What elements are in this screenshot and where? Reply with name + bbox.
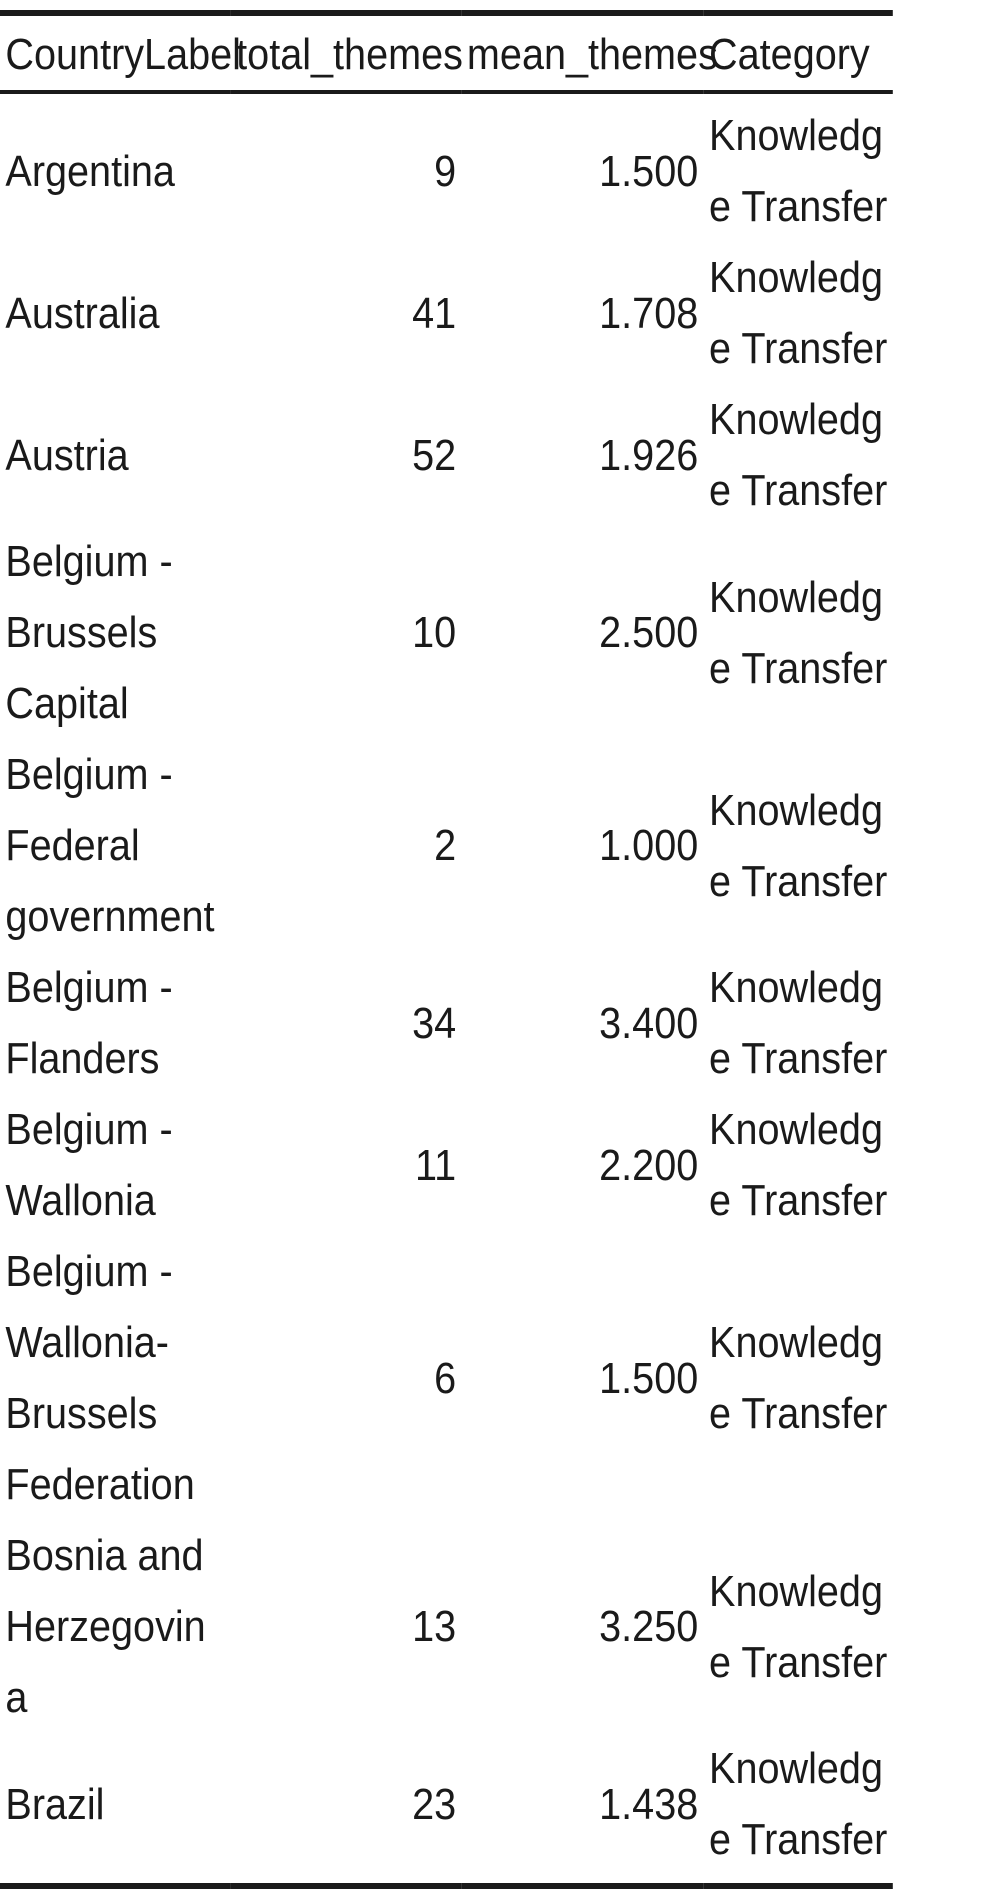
column-header-countrylabel: CountryLabel (5, 30, 241, 79)
cell-total-themes: 6 (434, 1353, 457, 1403)
cell-total-themes: 9 (434, 146, 457, 196)
cell-mean-themes: 3.400 (599, 998, 699, 1048)
data-table-container: CountryLabel total_themes mean_themes Ca… (0, 10, 992, 1889)
cell-category: Knowledge Transfer (709, 1318, 888, 1438)
cell-total-themes: 13 (412, 1602, 457, 1651)
table-header: CountryLabel total_themes mean_themes Ca… (0, 13, 893, 92)
table-row: Belgium - Wallonia 11 2.200 Knowledge Tr… (0, 1094, 893, 1236)
table-row: Belgium - Brussels Capital 10 2.500 Know… (0, 526, 893, 739)
cell-mean-themes: 1.438 (599, 1779, 699, 1829)
table-row: Belgium - Wallonia-Brussels Federation 6… (0, 1236, 893, 1520)
cell-country: Belgium - Wallonia (5, 1105, 173, 1225)
table-row: Belgium - Flanders 34 3.400 Knowledge Tr… (0, 952, 893, 1094)
table-row: Austria 52 1.926 Knowledge Transfer (0, 384, 893, 526)
cell-country: Austria (5, 430, 129, 480)
cell-mean-themes: 1.500 (599, 1353, 699, 1403)
cell-category: Knowledge Transfer (709, 395, 888, 515)
table-row: Australia 41 1.708 Knowledge Transfer (0, 242, 893, 384)
column-header-total-themes: total_themes (236, 30, 463, 79)
cell-mean-themes: 3.250 (599, 1602, 699, 1651)
cell-total-themes: 2 (434, 821, 457, 870)
table-row: Brazil 23 1.438 Knowledge Transfer (0, 1733, 893, 1886)
table-row: Bosnia and Herzegovina 13 3.250 Knowledg… (0, 1520, 893, 1733)
cell-total-themes: 11 (415, 1140, 457, 1190)
cell-country: Brazil (5, 1779, 105, 1829)
cell-category: Knowledge Transfer (709, 963, 888, 1083)
cell-category: Knowledge Transfer (709, 111, 888, 231)
cell-category: Knowledge Transfer (709, 572, 888, 693)
cell-category: Knowledge Transfer (709, 1566, 888, 1687)
cell-total-themes: 34 (412, 998, 457, 1048)
cell-country: Australia (5, 288, 160, 338)
cell-category: Knowledge Transfer (709, 785, 888, 906)
cell-category: Knowledge Transfer (709, 253, 888, 373)
cell-total-themes: 52 (412, 430, 457, 480)
cell-mean-themes: 2.500 (599, 608, 699, 657)
cell-country: Belgium - Wallonia-Brussels Federation (5, 1247, 195, 1509)
cell-mean-themes: 1.926 (599, 430, 699, 480)
cell-mean-themes: 1.708 (599, 288, 699, 338)
table-body: Argentina 9 1.500 Knowledge Transfer Aus… (0, 92, 893, 1886)
cell-mean-themes: 1.500 (599, 146, 699, 196)
cell-category: Knowledge Transfer (709, 1105, 888, 1225)
data-table: CountryLabel total_themes mean_themes Ca… (0, 10, 893, 1889)
header-row: CountryLabel total_themes mean_themes Ca… (0, 13, 893, 92)
table-row: Belgium - Federal government 2 1.000 Kno… (0, 739, 893, 952)
table-row: Argentina 9 1.500 Knowledge Transfer (0, 92, 893, 242)
cell-country: Belgium - Federal government (5, 750, 215, 941)
cell-total-themes: 23 (412, 1779, 457, 1829)
cell-country: Belgium - Flanders (5, 963, 173, 1083)
cell-country: Bosnia and Herzegovina (5, 1531, 206, 1722)
cell-category: Knowledge Transfer (709, 1744, 888, 1864)
column-header-mean-themes: mean_themes (466, 30, 718, 79)
cell-country: Belgium - Brussels Capital (5, 537, 173, 728)
cell-country: Argentina (5, 146, 175, 196)
cell-mean-themes: 1.000 (599, 821, 699, 870)
column-header-category: Category (709, 30, 870, 79)
cell-total-themes: 10 (412, 608, 457, 657)
cell-mean-themes: 2.200 (599, 1140, 699, 1190)
cell-total-themes: 41 (412, 288, 457, 338)
